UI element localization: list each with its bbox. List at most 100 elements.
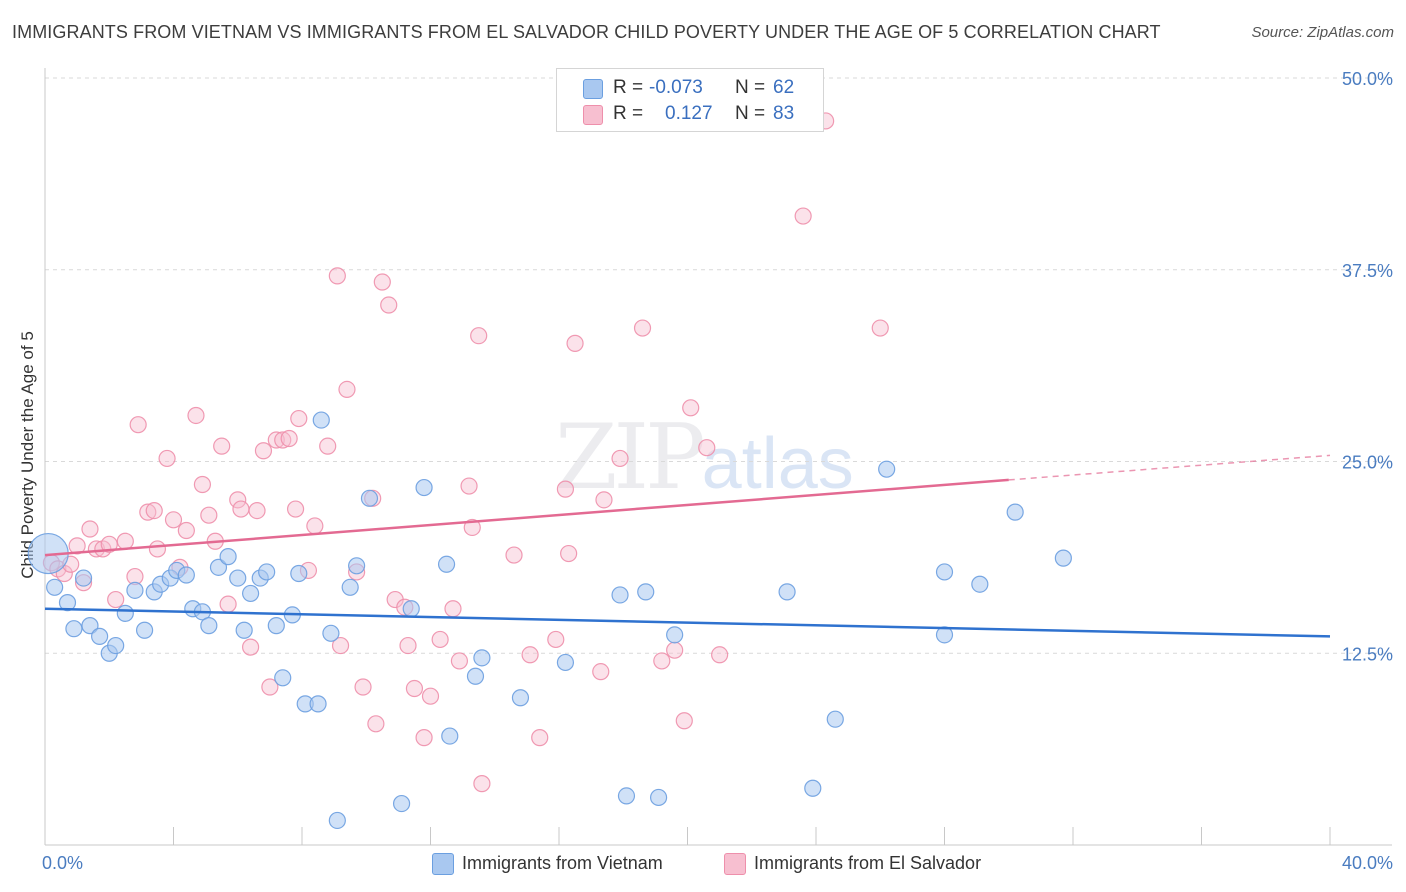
data-point xyxy=(421,687,440,705)
data-point xyxy=(107,636,125,655)
data-point xyxy=(778,583,796,601)
data-point xyxy=(328,267,346,285)
x-tick-label: 0.0% xyxy=(42,853,83,873)
legend-n-value: 62 xyxy=(773,77,795,98)
data-point xyxy=(415,729,433,747)
data-point xyxy=(319,437,337,455)
data-point xyxy=(68,537,86,555)
data-point xyxy=(219,548,237,566)
data-point xyxy=(177,566,195,584)
data-point xyxy=(58,594,77,612)
vietnam-points xyxy=(27,411,1072,830)
data-point xyxy=(611,449,629,468)
data-point xyxy=(511,689,530,707)
legend-r-label: R = xyxy=(613,103,644,124)
data-point xyxy=(556,653,575,672)
data-point xyxy=(666,641,684,659)
data-point xyxy=(653,652,671,670)
data-point xyxy=(331,636,350,655)
data-point xyxy=(328,811,346,830)
data-point xyxy=(826,710,844,728)
trend-line-vietnam xyxy=(44,607,1331,638)
data-point xyxy=(666,626,684,644)
data-point xyxy=(129,416,147,434)
data-point xyxy=(309,695,327,713)
correlation-legend: R = -0.073 N = 62 R = 0.127 N = 83 xyxy=(556,68,824,132)
data-point xyxy=(100,535,118,553)
data-point xyxy=(675,712,693,730)
data-point xyxy=(286,500,305,518)
salvador-points xyxy=(42,112,889,793)
data-point xyxy=(107,590,125,609)
chart-title: IMMIGRANTS FROM VIETNAM VS IMMIGRANTS FR… xyxy=(12,22,1161,42)
y-tick-label: 12.5% xyxy=(1342,644,1393,664)
data-point xyxy=(235,621,253,639)
data-point xyxy=(444,600,462,618)
data-point xyxy=(450,652,469,670)
data-point xyxy=(200,617,218,635)
data-point xyxy=(177,521,195,540)
data-point xyxy=(242,584,260,603)
data-point xyxy=(193,475,212,494)
data-point xyxy=(338,380,356,399)
data-point xyxy=(187,406,205,425)
data-point xyxy=(274,431,292,449)
data-point xyxy=(46,578,64,596)
data-point xyxy=(242,638,260,656)
data-point xyxy=(261,678,279,696)
data-point xyxy=(219,595,237,613)
trend-line-salvador xyxy=(44,478,1009,557)
data-point xyxy=(466,667,485,685)
data-point xyxy=(213,437,231,455)
trend-line-salvador-extension xyxy=(1008,454,1331,481)
data-point xyxy=(87,540,106,558)
legend-r-value: -0.073 xyxy=(649,77,703,98)
data-point xyxy=(617,787,636,805)
data-point xyxy=(322,624,340,642)
data-point xyxy=(460,477,478,495)
data-point xyxy=(595,491,613,509)
axes xyxy=(44,68,1392,846)
data-point xyxy=(547,630,565,649)
data-point xyxy=(267,431,285,449)
data-point xyxy=(200,506,218,524)
data-point xyxy=(360,489,379,507)
data-point xyxy=(290,564,308,583)
data-point xyxy=(229,569,247,587)
data-point xyxy=(402,600,420,618)
data-point xyxy=(254,442,273,460)
data-point xyxy=(804,779,822,797)
data-point xyxy=(312,411,330,429)
data-point xyxy=(505,546,523,564)
data-point xyxy=(373,273,391,291)
data-point xyxy=(556,480,575,498)
data-point xyxy=(649,788,668,807)
data-point xyxy=(164,511,183,529)
data-point xyxy=(470,327,488,345)
data-point xyxy=(415,478,433,497)
data-point xyxy=(380,296,398,314)
legend-n-label: N = xyxy=(735,103,766,124)
y-tick-label: 50.0% xyxy=(1342,69,1393,89)
watermark-atlas: atlas xyxy=(701,424,854,504)
data-point xyxy=(248,501,266,520)
data-point xyxy=(711,646,729,664)
data-point xyxy=(116,532,134,550)
data-point xyxy=(81,520,99,538)
data-point xyxy=(637,583,655,601)
data-point xyxy=(139,503,157,521)
data-point xyxy=(698,439,716,457)
data-point xyxy=(633,319,652,337)
data-point xyxy=(290,409,308,428)
data-point xyxy=(531,729,549,747)
trend-lines xyxy=(44,454,1331,638)
data-point xyxy=(611,586,629,604)
data-point xyxy=(135,621,154,639)
watermark: ZIPatlas xyxy=(555,405,854,510)
y-tick-label: 25.0% xyxy=(1342,453,1393,473)
y-tick-label: 37.5% xyxy=(1342,261,1393,281)
legend-swatch-vietnam xyxy=(432,853,454,875)
data-point xyxy=(971,575,989,593)
source-label: Source: ZipAtlas.com xyxy=(1251,24,1394,41)
data-point xyxy=(463,518,481,537)
